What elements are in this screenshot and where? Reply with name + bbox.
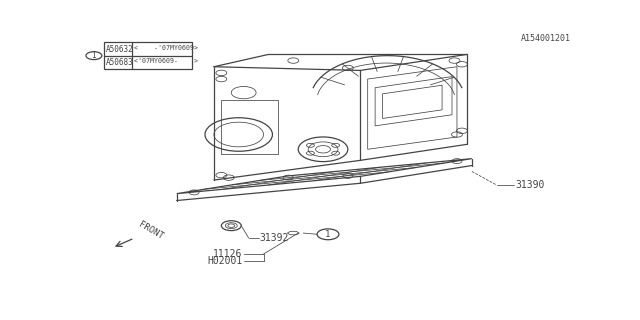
Text: A50632: A50632 (106, 44, 134, 53)
Text: A154001201: A154001201 (521, 34, 571, 43)
Text: <'07MY0609-    >: <'07MY0609- > (134, 58, 198, 64)
Text: FRONT: FRONT (137, 220, 165, 241)
Text: 31390: 31390 (515, 180, 545, 190)
Text: A50683: A50683 (106, 58, 134, 67)
Text: 31392: 31392 (260, 233, 289, 243)
Text: 1: 1 (325, 230, 331, 239)
Text: 1: 1 (92, 51, 96, 60)
Text: 11126: 11126 (213, 249, 243, 259)
Text: <    -'07MY0609>: < -'07MY0609> (134, 44, 198, 51)
Text: H02001: H02001 (207, 256, 243, 266)
